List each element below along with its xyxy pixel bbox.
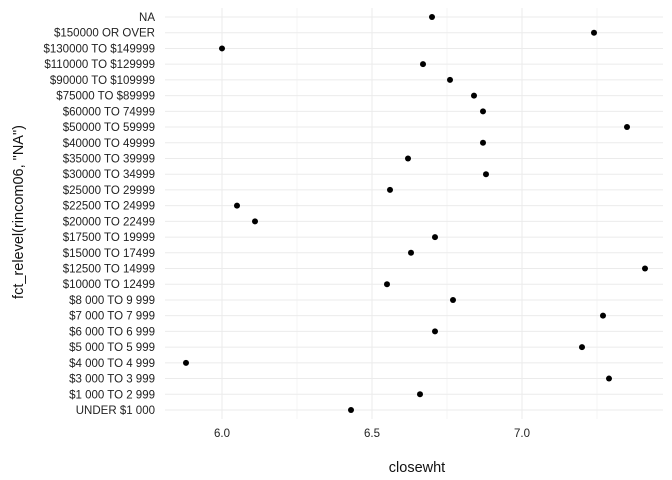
data-point — [384, 281, 390, 288]
y-axis-title: fct_relevel(rincom06, "NA") — [11, 125, 27, 299]
data-point — [420, 61, 426, 68]
x-tick-labels: 6.0 6.5 7.0 — [214, 428, 530, 440]
data-point — [234, 202, 240, 209]
y-tick-label: $6 000 TO 6 999 — [69, 326, 155, 338]
data-point — [483, 171, 489, 178]
data-point — [183, 359, 189, 366]
y-tick-label: NA — [139, 12, 155, 24]
y-tick-label: $10000 TO 12499 — [63, 279, 155, 291]
data-point — [408, 249, 414, 256]
y-tick-label: $4 000 TO 4 999 — [69, 358, 155, 370]
y-tick-label: $60000 TO 74999 — [63, 106, 155, 118]
y-tick-label: $75000 TO $89999 — [56, 91, 155, 103]
y-tick-label: $150000 OR OVER — [54, 28, 155, 40]
y-tick-label: $7 000 TO 7 999 — [69, 311, 155, 323]
y-tick-label: $130000 TO $149999 — [44, 43, 156, 55]
y-tick-label: UNDER $1 000 — [76, 405, 155, 417]
data-point — [471, 92, 477, 99]
y-tick-label: $3 000 TO 3 999 — [69, 374, 155, 386]
data-point — [642, 265, 648, 272]
data-point — [480, 139, 486, 146]
x-tick-label: 6.5 — [364, 428, 380, 440]
y-tick-label: $25000 TO 29999 — [63, 185, 155, 197]
y-tick-label: $40000 TO 49999 — [63, 138, 155, 150]
data-point — [591, 29, 597, 36]
data-point — [429, 14, 435, 20]
data-point — [606, 375, 612, 382]
data-points — [183, 14, 648, 413]
data-point — [450, 296, 456, 303]
data-point — [480, 108, 486, 115]
data-point — [432, 328, 438, 335]
y-tick-label: $110000 TO $129999 — [44, 59, 155, 71]
data-point — [600, 312, 606, 319]
y-tick-label: $20000 TO 22499 — [63, 216, 155, 228]
y-tick-label: $22500 TO 24999 — [63, 201, 155, 213]
x-axis-title: closewht — [389, 460, 445, 476]
data-point — [417, 391, 423, 398]
y-tick-label: $15000 TO 17499 — [63, 248, 155, 260]
y-tick-label: $30000 TO 34999 — [63, 169, 155, 181]
y-tick-label: $8 000 TO 9 999 — [69, 295, 155, 307]
y-tick-label: $35000 TO 39999 — [63, 153, 155, 165]
data-point — [405, 155, 411, 162]
data-point — [624, 124, 630, 131]
y-tick-label: $12500 TO 14999 — [63, 264, 155, 276]
y-tick-label: $17500 TO 19999 — [63, 232, 155, 244]
x-tick-label: 6.0 — [214, 428, 230, 440]
y-tick-labels: UNDER $1 000 $1 000 TO 2 999 $3 000 TO 3 9… — [44, 12, 156, 417]
x-tick-label: 7.0 — [514, 428, 530, 440]
data-point — [579, 344, 585, 351]
data-point — [387, 186, 393, 193]
data-point — [219, 45, 225, 52]
grid-lines — [165, 8, 663, 419]
y-tick-label: $90000 TO $109999 — [50, 75, 155, 87]
data-point — [252, 218, 258, 225]
y-tick-label: $50000 TO 59999 — [63, 122, 155, 134]
data-point — [432, 234, 438, 241]
y-tick-label: $1 000 TO 2 999 — [69, 389, 155, 401]
y-tick-label: $5 000 TO 5 999 — [69, 342, 155, 354]
data-point — [447, 76, 453, 83]
data-point — [348, 407, 354, 413]
